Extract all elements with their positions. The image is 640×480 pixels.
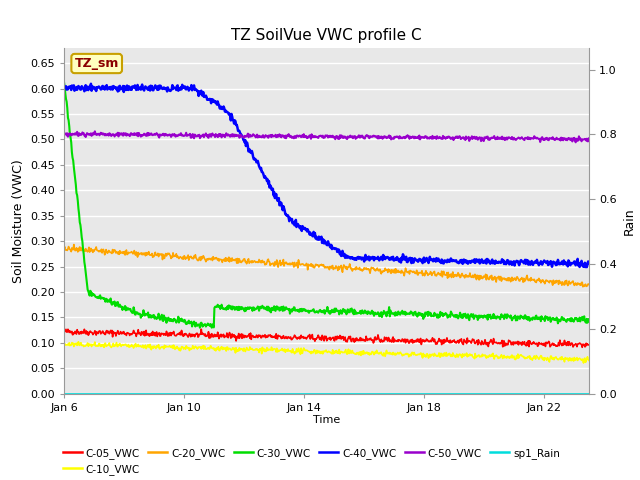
Text: TZ_sm: TZ_sm: [74, 57, 119, 70]
C-05_VWC: [459, 341, 467, 347]
Y-axis label: Rain: Rain: [623, 207, 636, 235]
sp1_Rain: [365, 391, 372, 396]
C-10_VWC: [585, 358, 593, 363]
C-05_VWC: [380, 338, 387, 344]
Line: C-40_VWC: C-40_VWC: [64, 84, 589, 267]
C-20_VWC: [365, 267, 373, 273]
C-05_VWC: [579, 345, 586, 350]
C-40_VWC: [365, 257, 373, 263]
X-axis label: Time: Time: [313, 415, 340, 425]
C-40_VWC: [459, 261, 467, 267]
C-40_VWC: [380, 252, 387, 258]
C-50_VWC: [585, 135, 593, 141]
C-05_VWC: [92, 332, 100, 338]
C-10_VWC: [459, 351, 467, 357]
C-20_VWC: [395, 269, 403, 275]
C-10_VWC: [93, 343, 100, 349]
C-50_VWC: [93, 132, 100, 138]
Line: C-30_VWC: C-30_VWC: [64, 82, 589, 328]
C-50_VWC: [380, 134, 387, 140]
C-30_VWC: [92, 294, 100, 300]
Line: C-50_VWC: C-50_VWC: [64, 132, 589, 143]
sp1_Rain: [60, 391, 68, 396]
Title: TZ SoilVue VWC profile C: TZ SoilVue VWC profile C: [231, 28, 422, 43]
C-10_VWC: [60, 340, 68, 346]
C-20_VWC: [459, 272, 467, 278]
C-30_VWC: [513, 314, 520, 320]
C-10_VWC: [365, 352, 373, 358]
sp1_Rain: [458, 391, 466, 396]
C-05_VWC: [365, 337, 373, 343]
C-50_VWC: [395, 136, 403, 142]
C-50_VWC: [459, 134, 467, 140]
C-10_VWC: [580, 360, 588, 366]
C-05_VWC: [513, 339, 520, 345]
C-05_VWC: [197, 326, 205, 332]
C-10_VWC: [380, 353, 387, 359]
Line: C-10_VWC: C-10_VWC: [64, 342, 589, 363]
C-50_VWC: [513, 136, 520, 142]
C-20_VWC: [579, 284, 587, 289]
C-05_VWC: [585, 342, 593, 348]
C-10_VWC: [513, 353, 520, 359]
C-20_VWC: [93, 247, 100, 253]
C-40_VWC: [513, 258, 520, 264]
sp1_Rain: [379, 391, 387, 396]
C-10_VWC: [395, 351, 403, 357]
C-10_VWC: [75, 339, 83, 345]
C-05_VWC: [395, 337, 403, 343]
C-50_VWC: [91, 129, 99, 134]
C-30_VWC: [60, 79, 68, 85]
C-20_VWC: [70, 241, 77, 247]
C-20_VWC: [585, 281, 593, 287]
Legend: C-05_VWC, C-10_VWC, C-20_VWC, C-30_VWC, C-40_VWC, C-50_VWC, sp1_Rain: C-05_VWC, C-10_VWC, C-20_VWC, C-30_VWC, …: [59, 444, 564, 479]
sp1_Rain: [585, 391, 593, 396]
Line: C-20_VWC: C-20_VWC: [64, 244, 589, 287]
C-20_VWC: [60, 246, 68, 252]
C-40_VWC: [87, 81, 95, 87]
C-40_VWC: [395, 259, 403, 264]
C-30_VWC: [459, 315, 467, 321]
C-50_VWC: [572, 140, 579, 145]
C-40_VWC: [60, 85, 68, 91]
sp1_Rain: [92, 391, 100, 396]
C-30_VWC: [196, 325, 204, 331]
C-40_VWC: [585, 261, 593, 266]
C-40_VWC: [93, 84, 100, 90]
C-30_VWC: [380, 311, 387, 317]
Y-axis label: Soil Moisture (VWC): Soil Moisture (VWC): [12, 159, 25, 283]
Line: C-05_VWC: C-05_VWC: [64, 329, 589, 348]
C-50_VWC: [365, 135, 373, 141]
C-30_VWC: [585, 316, 593, 322]
sp1_Rain: [512, 391, 520, 396]
C-20_VWC: [513, 275, 520, 280]
C-05_VWC: [60, 328, 68, 334]
sp1_Rain: [394, 391, 402, 396]
C-50_VWC: [60, 132, 68, 138]
C-30_VWC: [365, 310, 373, 316]
C-30_VWC: [395, 312, 403, 317]
C-20_VWC: [380, 268, 387, 274]
C-40_VWC: [583, 264, 591, 270]
